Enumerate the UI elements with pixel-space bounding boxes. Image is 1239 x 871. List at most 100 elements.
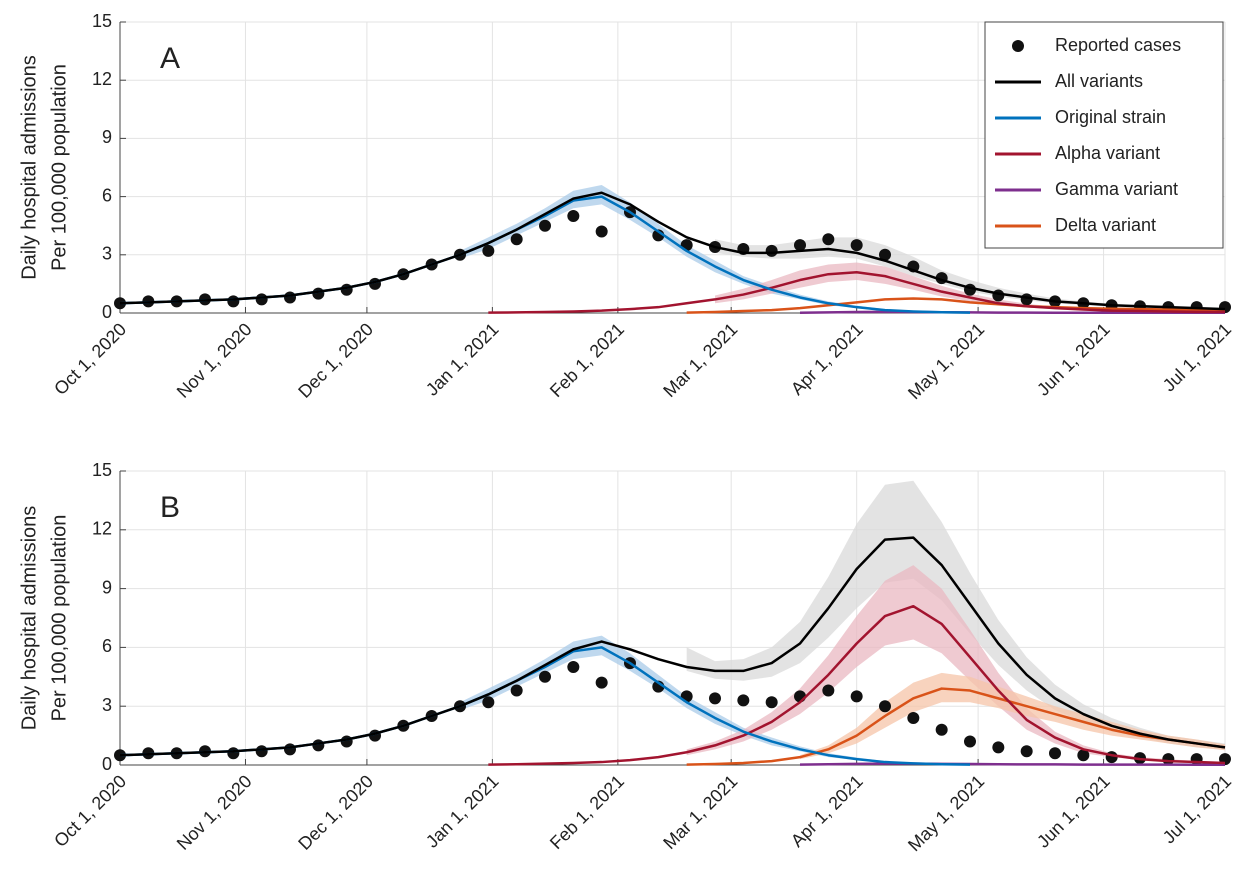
x-tick-label: Mar 1, 2021 bbox=[659, 771, 741, 853]
data-point bbox=[255, 745, 268, 758]
x-tick-label: Apr 1, 2021 bbox=[787, 771, 867, 851]
y-tick-label: 0 bbox=[102, 302, 112, 322]
series-line bbox=[119, 536, 1226, 757]
data-point bbox=[737, 694, 750, 707]
x-tick-label: Jul 1, 2021 bbox=[1159, 319, 1235, 395]
data-point bbox=[482, 696, 495, 709]
x-tick-label: Oct 1, 2020 bbox=[50, 319, 130, 399]
legend-label: Reported cases bbox=[1055, 35, 1181, 55]
data-point bbox=[227, 747, 240, 760]
confidence-band bbox=[686, 565, 1225, 764]
x-tick-label: May 1, 2021 bbox=[904, 319, 988, 403]
y-tick-label: 9 bbox=[102, 577, 112, 597]
panel: 0 3 6 9 12 15 Oct 1, 2020 Nov 1, 2020 Dec 1, 202… bbox=[18, 11, 1235, 403]
panel-label: B bbox=[160, 491, 180, 524]
data-point bbox=[1049, 747, 1061, 760]
data-point bbox=[964, 735, 976, 748]
series-line bbox=[799, 762, 1225, 767]
data-point bbox=[595, 676, 608, 689]
data-point bbox=[992, 741, 1005, 754]
legend-label: All variants bbox=[1055, 71, 1143, 91]
legend-label: Gamma variant bbox=[1055, 179, 1178, 199]
data-point bbox=[1162, 753, 1175, 766]
legend-marker bbox=[1012, 40, 1024, 52]
y-tick-label: 9 bbox=[102, 127, 112, 147]
data-point bbox=[510, 684, 523, 697]
data-point bbox=[1077, 749, 1090, 762]
y-tick-label: 12 bbox=[92, 519, 112, 539]
confidence-band bbox=[715, 237, 1225, 310]
data-point bbox=[709, 692, 721, 705]
y-tick-label: 6 bbox=[102, 185, 112, 205]
legend-box bbox=[984, 21, 1224, 249]
data-point bbox=[255, 293, 268, 306]
series-line bbox=[488, 271, 1226, 314]
y-tick-label: 3 bbox=[102, 244, 112, 264]
x-tick-label: Dec 1, 2020 bbox=[294, 771, 377, 854]
x-tick-label: Jan 1, 2021 bbox=[422, 319, 503, 400]
y-axis-label: Daily hospital admissions bbox=[18, 506, 40, 731]
x-tick-label: Feb 1, 2021 bbox=[546, 771, 628, 853]
data-point bbox=[1105, 751, 1118, 764]
data-point bbox=[850, 239, 863, 252]
data-point bbox=[907, 711, 920, 724]
panel-label: A bbox=[160, 42, 180, 75]
data-point bbox=[227, 295, 240, 308]
data-point bbox=[567, 661, 580, 673]
x-tick-label: Jun 1, 2021 bbox=[1033, 771, 1114, 852]
x-tick-label: Dec 1, 2020 bbox=[294, 319, 377, 402]
y-tick-label: 6 bbox=[102, 636, 112, 656]
data-point bbox=[539, 670, 551, 683]
x-tick-label: May 1, 2021 bbox=[904, 771, 988, 855]
plot-area bbox=[114, 184, 1231, 315]
data-point bbox=[312, 287, 325, 300]
series-line bbox=[686, 297, 1226, 314]
y-tick-label: 15 bbox=[92, 460, 112, 480]
legend-label: Original strain bbox=[1055, 107, 1166, 127]
data-point bbox=[284, 291, 296, 304]
data-point bbox=[312, 739, 325, 752]
y-tick-label: 0 bbox=[102, 754, 112, 774]
data-point bbox=[992, 289, 1005, 302]
data-point bbox=[482, 244, 495, 257]
data-point bbox=[340, 283, 353, 296]
data-point bbox=[284, 743, 296, 756]
data-point bbox=[794, 239, 806, 252]
series-line bbox=[799, 310, 1225, 315]
series-line bbox=[488, 604, 1226, 766]
data-point bbox=[567, 210, 580, 222]
data-point bbox=[1020, 745, 1033, 758]
plot-area bbox=[114, 480, 1231, 767]
y-tick-label: 3 bbox=[102, 695, 112, 715]
x-tick-label: Jul 1, 2021 bbox=[1159, 771, 1235, 847]
data-point bbox=[765, 696, 778, 709]
data-point bbox=[340, 735, 353, 748]
x-tick-label: Oct 1, 2020 bbox=[50, 771, 130, 851]
x-tick-label: Jan 1, 2021 bbox=[422, 771, 503, 852]
data-point bbox=[879, 700, 891, 713]
data-point bbox=[822, 233, 835, 246]
legend-label: Alpha variant bbox=[1055, 143, 1160, 163]
data-point bbox=[1020, 293, 1033, 306]
data-point bbox=[765, 244, 778, 257]
y-axis-label: Per 100,000 population bbox=[48, 515, 70, 722]
y-tick-label: 12 bbox=[92, 69, 112, 89]
panel: 0 3 6 9 12 15 Oct 1, 2020 Nov 1, 2020 Dec 1, 202… bbox=[18, 460, 1235, 855]
legend: Reported cases All variants Original strai… bbox=[984, 21, 1224, 249]
data-point bbox=[539, 219, 551, 232]
x-tick-label: Jun 1, 2021 bbox=[1033, 319, 1114, 400]
y-tick-label: 15 bbox=[92, 11, 112, 31]
y-axis-label: Daily hospital admissions bbox=[18, 55, 40, 280]
series-line bbox=[119, 191, 1226, 311]
confidence-band bbox=[715, 262, 1225, 313]
legend-label: Delta variant bbox=[1055, 215, 1156, 235]
data-point bbox=[879, 248, 891, 261]
data-point bbox=[822, 684, 835, 697]
x-tick-label: Nov 1, 2020 bbox=[173, 771, 256, 854]
series-line bbox=[686, 687, 1226, 766]
data-point bbox=[510, 233, 523, 246]
x-tick-label: Apr 1, 2021 bbox=[787, 319, 867, 399]
data-point bbox=[595, 225, 608, 238]
x-tick-label: Nov 1, 2020 bbox=[173, 319, 256, 402]
